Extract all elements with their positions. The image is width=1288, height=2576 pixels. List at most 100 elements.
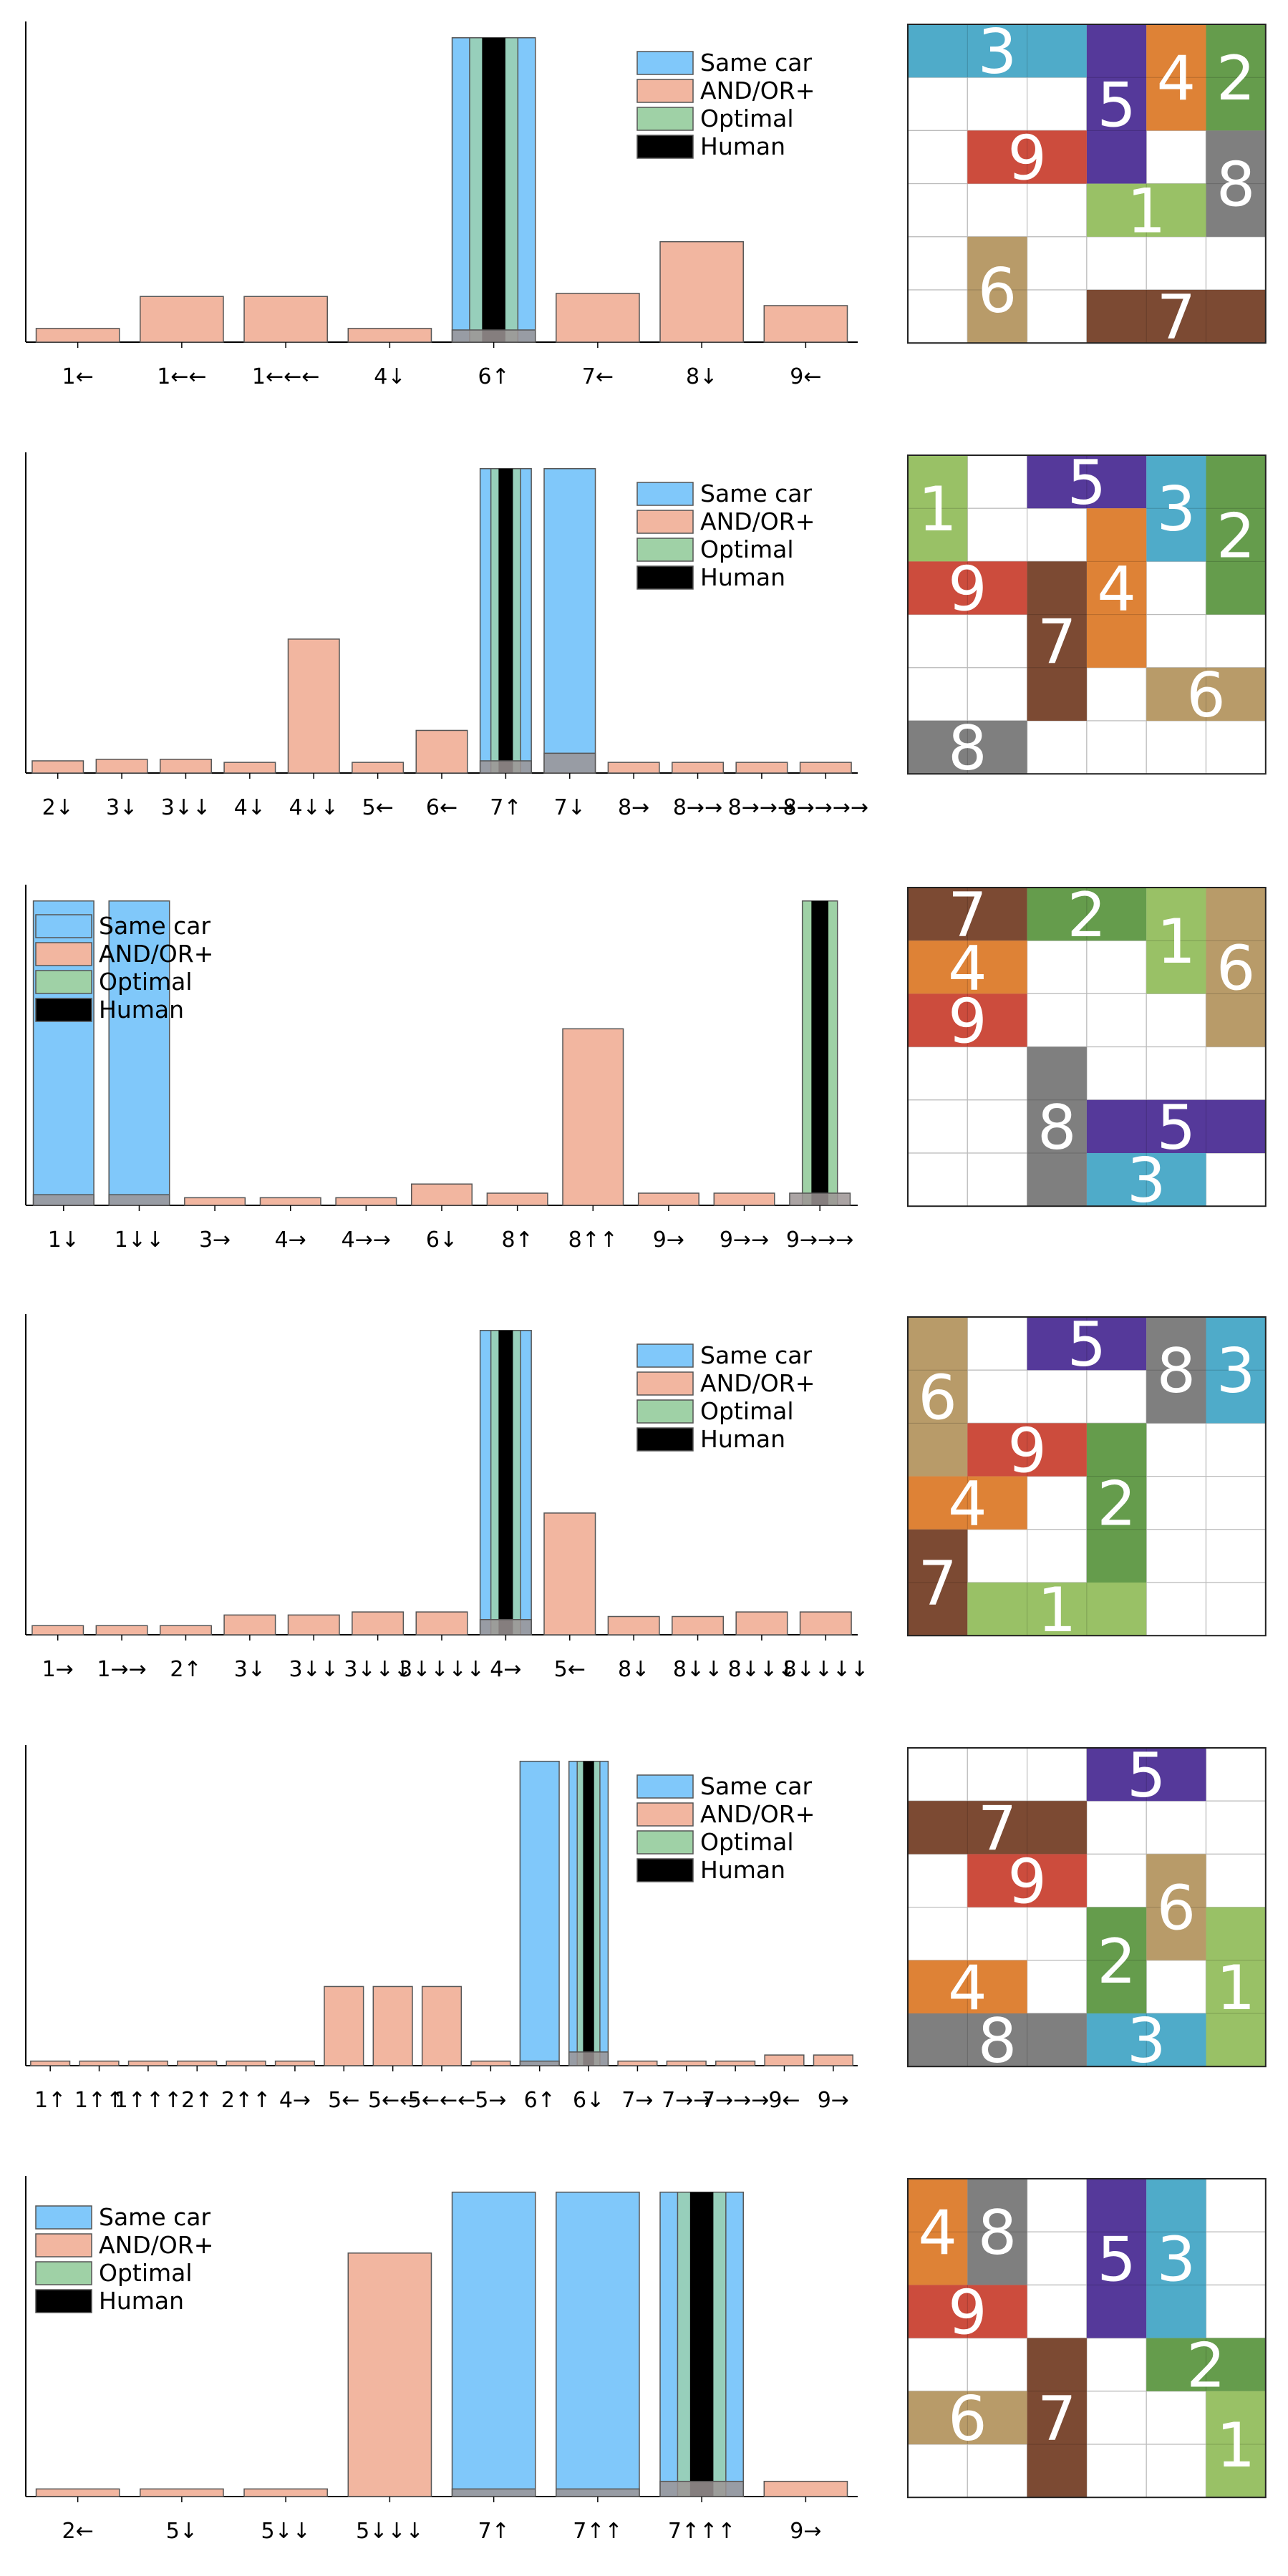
puzzle-car-label: 7 <box>918 1548 957 1620</box>
x-tick-label: 8↑↑ <box>568 1228 618 1253</box>
legend-label-3: Optimal <box>700 1828 794 1856</box>
puzzle-cell <box>967 1369 1028 1424</box>
x-tick-label: 3↓↓ <box>289 1657 339 1682</box>
puzzle-cell <box>1086 720 1147 774</box>
puzzle-car-1 <box>1206 1907 1266 2067</box>
puzzle-cell <box>1146 1800 1207 1855</box>
x-tick-label: 7→ <box>621 2088 653 2113</box>
x-tick-label: 5↓ <box>166 2519 198 2544</box>
puzzle-cell <box>1086 1046 1147 1101</box>
bar-andor <box>223 762 276 774</box>
bar-andor <box>543 752 596 774</box>
puzzle-car-8 <box>1206 130 1266 237</box>
puzzle-car-9 <box>908 561 1027 615</box>
puzzle-car-label: 8 <box>1156 1336 1196 1407</box>
bar-andor <box>35 328 120 343</box>
puzzle-cell <box>1205 1046 1267 1101</box>
puzzle-car-label: 6 <box>1216 933 1256 1004</box>
puzzle-cell <box>967 183 1028 238</box>
puzzle-car-label: 2 <box>1097 1469 1136 1540</box>
legend-swatch-1 <box>636 51 694 75</box>
puzzle-cell <box>1086 2338 1147 2392</box>
x-tick-label: 9→ <box>818 2088 849 2113</box>
x-tick-label: 8↓↓↓↓ <box>783 1657 868 1682</box>
puzzle-cell <box>1026 1369 1088 1424</box>
puzzle-cell <box>1146 720 1207 774</box>
x-tick-label: 1←←← <box>252 364 320 389</box>
puzzle-car-2 <box>1146 2338 1266 2391</box>
chart-panel-2: 2↓ 3↓ 3↓↓ 4↓ 4↓↓ 5← 6← 7↑ 7↓ 8→ 8→→ 8→→→8→→→→ Same c… <box>25 447 1267 820</box>
bar-andor <box>352 1611 405 1635</box>
puzzle-car-6 <box>1146 667 1266 721</box>
bar-andor <box>184 1197 246 1206</box>
x-tick-label: 3↓ <box>106 795 137 820</box>
puzzle-frame <box>907 24 1267 344</box>
legend-label-1: Same car <box>99 2203 210 2231</box>
x-tick-label: 5←← <box>368 2088 417 2113</box>
puzzle-car-label: 9 <box>1007 1847 1047 1918</box>
puzzle-car-label: 3 <box>1156 474 1196 545</box>
x-tick-label: 5↓↓↓ <box>356 2519 424 2544</box>
x-tick-label: 6↑ <box>478 364 510 389</box>
bar-andor <box>226 2060 266 2066</box>
x-tick-label: 7↑ <box>478 2519 510 2544</box>
puzzle-cell <box>1205 1800 1267 1855</box>
puzzle-cell <box>967 507 1028 563</box>
x-tick-label: 4→ <box>275 1228 306 1253</box>
puzzle-car-3 <box>908 24 1087 78</box>
legend-swatch-4 <box>35 2289 92 2313</box>
puzzle-car-label: 3 <box>1127 2006 1166 2077</box>
puzzle-frame <box>907 1747 1267 2068</box>
puzzle-cell <box>1026 1907 1088 1961</box>
puzzle-cell <box>907 667 968 721</box>
x-tick-label: 1↓↓ <box>115 1228 164 1253</box>
legend-swatch-3 <box>636 1399 694 1424</box>
puzzle-cell <box>1146 1529 1207 1583</box>
puzzle-car-1 <box>908 455 968 562</box>
puzzle-car-label: 6 <box>918 1362 957 1434</box>
puzzle-car-4 <box>908 2179 968 2285</box>
bar-same-car <box>451 2192 536 2497</box>
x-tick-label: 2← <box>62 2519 94 2544</box>
puzzle-cell <box>1146 2444 1207 2498</box>
puzzle-cell <box>1086 2444 1147 2498</box>
bar-andor <box>347 2252 432 2497</box>
puzzle-car-label: 7 <box>1037 607 1077 679</box>
puzzle-car-5 <box>1027 455 1147 509</box>
legend-label-2: AND/OR+ <box>700 1800 815 1828</box>
puzzle-cell <box>907 1152 968 1207</box>
puzzle-board: 7 2 1 6 498 53 <box>907 880 1267 1217</box>
puzzle-frame <box>907 887 1267 1207</box>
x-tick-label: 3↓ <box>234 1657 266 1682</box>
chart-panel-4: 1→ 1→→ 2↑ 3↓ 3↓↓ 3↓↓↓3↓↓↓↓ 4→ 5← 8↓ 8↓↓ 8↓↓↓8↓↓↓↓ S… <box>25 1309 1267 1682</box>
puzzle-cell <box>1205 1152 1267 1207</box>
bar-andor <box>410 1183 473 1206</box>
puzzle-car-label: 9 <box>948 986 987 1058</box>
bar-andor <box>243 2488 328 2497</box>
puzzle-cell <box>1086 1800 1147 1855</box>
puzzle-car-label: 7 <box>1156 282 1196 354</box>
x-tick-label: 1→→ <box>97 1657 146 1682</box>
bar-andor <box>735 1611 788 1635</box>
bar-andor <box>735 762 788 774</box>
x-tick-label: 1↑↑ <box>74 2088 124 2113</box>
legend-label-1: Same car <box>700 49 812 77</box>
x-tick-label: 9→→→ <box>786 1228 854 1253</box>
puzzle-frame <box>907 2178 1267 2499</box>
chart-panel-1: 1← 1←← 1←←← 4↓ 6↑ 7← 8↓ 9← Same carAND/OR+Optima… <box>25 16 1267 389</box>
x-tick-label: 5← <box>362 795 393 820</box>
bar-andor <box>617 2060 658 2066</box>
puzzle-cell <box>1026 236 1088 291</box>
puzzle-car-7 <box>908 1801 1087 1855</box>
chart-panel-3: 1↓ 1↓↓ 3→ 4→ 4→→ 6↓ 8↑ 8↑↑ 9→ 9→→ 9→→→ Same carAND/… <box>25 880 1267 1253</box>
puzzle-car-label: 7 <box>1037 2383 1077 2455</box>
puzzle-car-9 <box>967 1854 1087 1907</box>
bar-andor <box>543 1512 596 1635</box>
puzzle-car-6 <box>1146 1854 1206 1960</box>
puzzle-board: 3 5 4 2 9 81 6 7 <box>907 16 1267 354</box>
bar-andor <box>159 1625 212 1635</box>
puzzle-cell <box>1026 2178 1088 2232</box>
bar-andor <box>715 2060 756 2066</box>
puzzle-cell <box>1146 993 1207 1048</box>
legend-label-4: Human <box>700 1425 785 1453</box>
